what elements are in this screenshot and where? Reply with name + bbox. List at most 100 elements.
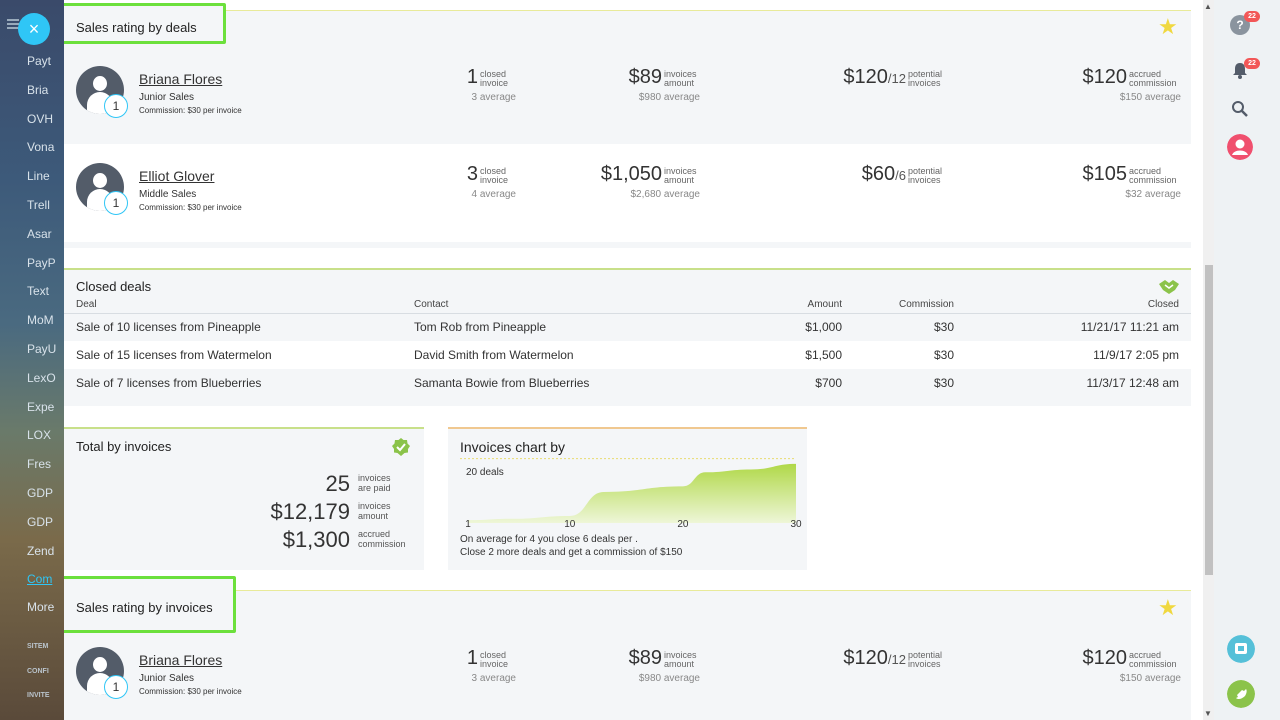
stat-label: potential invoices (908, 166, 943, 185)
stat-value: $89 (628, 647, 662, 669)
col-header-deal[interactable]: Deal (64, 297, 414, 314)
sidebar-section-sitemap[interactable]: SITEM (27, 643, 49, 650)
stat-value: $120 (1082, 647, 1128, 669)
cell-contact[interactable]: Samanta Bowie from Blueberries (414, 369, 714, 397)
total-label: invoices are paid (358, 473, 391, 493)
stat-value: 1 (466, 66, 478, 88)
person-name-link[interactable]: Elliot Glover (139, 168, 215, 184)
cell-contact[interactable]: David Smith from Watermelon (414, 341, 714, 369)
cell-deal[interactable]: Sale of 7 licenses from Blueberries (64, 369, 414, 397)
bell-icon[interactable] (1230, 60, 1250, 80)
stat-value: $89 (628, 66, 662, 88)
table-row[interactable]: Sale of 15 licenses from Watermelon Davi… (64, 341, 1191, 369)
rating-deals-card-row2 (64, 146, 1191, 242)
col-header-commission[interactable]: Commission (842, 297, 954, 314)
stat-label: invoices amount (664, 166, 697, 185)
avatar[interactable] (76, 66, 124, 114)
person-commission: Commission: $30 per invoice (139, 687, 242, 696)
scroll-up-arrow[interactable]: ▲ (1204, 2, 1212, 11)
cell-deal[interactable]: Sale of 10 licenses from Pineapple (64, 313, 414, 341)
sidebar-item[interactable]: Expe (27, 400, 55, 414)
sidebar-item[interactable]: Zend (27, 544, 55, 558)
person-row: 1 Briana Flores Junior Sales Commission:… (64, 641, 1191, 720)
table-row[interactable]: Sale of 7 licenses from Blueberries Sama… (64, 369, 1191, 397)
stat-accrued: $105 accrued commission $32 average (1054, 163, 1182, 200)
stat-average: 4 average (471, 189, 516, 200)
scroll-down-arrow[interactable]: ▼ (1204, 709, 1212, 718)
stat-label: closed invoice (480, 650, 509, 669)
stat-closed: 3 closed invoice 4 average (416, 163, 516, 200)
stat-potential: $120/12 potential invoices (824, 647, 946, 670)
table-row[interactable]: Sale of 10 licenses from Pineapple Tom R… (64, 313, 1191, 341)
scrollbar-thumb[interactable] (1205, 265, 1213, 575)
sidebar-item[interactable]: Vona (27, 140, 55, 154)
sidebar-item[interactable]: Asar (27, 227, 52, 241)
person-name-link[interactable]: Briana Flores (139, 71, 223, 87)
sidebar-item[interactable]: PayP (27, 256, 56, 270)
section-title-deals: Sales rating by deals (76, 20, 197, 35)
sidebar-item[interactable]: MoM (27, 313, 54, 327)
stat-accrued: $120 accrued commission $150 average (1054, 647, 1182, 684)
stat-label: invoices amount (664, 650, 697, 669)
sidebar-item[interactable]: Bria (27, 83, 49, 97)
sidebar-item[interactable]: Trell (27, 198, 50, 212)
cell-commission: $30 (842, 313, 954, 341)
col-header-amount[interactable]: Amount (714, 297, 842, 314)
stat-label: accrued commission (1129, 166, 1177, 185)
chat-icon[interactable] (1227, 635, 1255, 663)
stat-closed: 1 closed invoice 3 average (416, 647, 516, 684)
rank-badge: 1 (104, 191, 128, 215)
chart-tick-label: 10 (564, 519, 576, 530)
sidebar-section-invite[interactable]: INVITE (27, 692, 50, 699)
cell-amount: $700 (714, 369, 842, 397)
total-label: invoices amount (358, 501, 391, 521)
sidebar-item[interactable]: Line (27, 169, 50, 183)
stat-label: invoices amount (664, 69, 697, 88)
sidebar-item[interactable]: Fres (27, 457, 51, 471)
stat-average: $980 average (638, 92, 700, 103)
cell-closed: 11/3/17 12:48 am (954, 369, 1191, 397)
person-role: Junior Sales (139, 673, 195, 684)
sidebar-item[interactable]: OVH (27, 112, 54, 126)
sidebar-item[interactable]: LexO (27, 371, 56, 385)
sidebar-item[interactable]: GDP (27, 515, 54, 529)
right-panel: ? 22 22 (1214, 0, 1280, 720)
sidebar-item-more[interactable]: More (27, 600, 55, 614)
chart-note: Close 2 more deals and get a commission … (460, 547, 683, 558)
sidebar-item-active[interactable]: Com (27, 572, 53, 586)
cell-commission: $30 (842, 341, 954, 369)
cell-contact[interactable]: Tom Rob from Pineapple (414, 313, 714, 341)
stat-value: $120/12 (843, 647, 906, 669)
total-row: 25 invoices are paid (326, 471, 410, 497)
sidebar-item[interactable]: GDP (27, 486, 54, 500)
user-avatar-icon[interactable] (1227, 134, 1253, 160)
col-header-closed[interactable]: Closed (954, 297, 1191, 314)
person-commission: Commission: $30 per invoice (139, 203, 242, 212)
phone-call-icon[interactable] (1227, 680, 1255, 708)
sidebar-item[interactable]: Text (27, 284, 50, 298)
sidebar-section-config[interactable]: CONFI (27, 668, 49, 675)
chart-title: Invoices chart by (460, 439, 566, 455)
person-row: 1 Briana Flores Junior Sales Commission:… (64, 60, 1191, 158)
stat-label: potential invoices (908, 69, 943, 88)
person-role: Middle Sales (139, 189, 197, 200)
stat-amount: $1,050 invoices amount $2,680 average (584, 163, 700, 200)
close-slider-button[interactable]: × (18, 13, 50, 45)
sidebar-item[interactable]: Payt (27, 54, 52, 68)
menu-icon[interactable] (7, 19, 19, 29)
total-label: accrued commission (358, 529, 406, 549)
chart-area-series (468, 463, 796, 523)
sidebar-item[interactable]: LOX (27, 428, 52, 442)
search-icon[interactable] (1230, 99, 1250, 119)
highlight-box (64, 576, 236, 633)
sidebar-item[interactable]: PayU (27, 342, 57, 356)
cell-deal[interactable]: Sale of 15 licenses from Watermelon (64, 341, 414, 369)
star-icon[interactable]: ★ (1158, 14, 1178, 39)
check-badge-icon (392, 438, 410, 456)
star-icon[interactable]: ★ (1158, 595, 1178, 620)
section-title-invoices: Sales rating by invoices (76, 600, 213, 615)
person-name-link[interactable]: Briana Flores (139, 652, 223, 668)
left-sidebar: Payt Bria OVH Vona Line Trell Asar PayP … (0, 0, 64, 720)
col-header-contact[interactable]: Contact (414, 297, 714, 314)
invoices-chart-card: Invoices chart by 1 10 20 30 20 deals On av… (448, 427, 807, 570)
